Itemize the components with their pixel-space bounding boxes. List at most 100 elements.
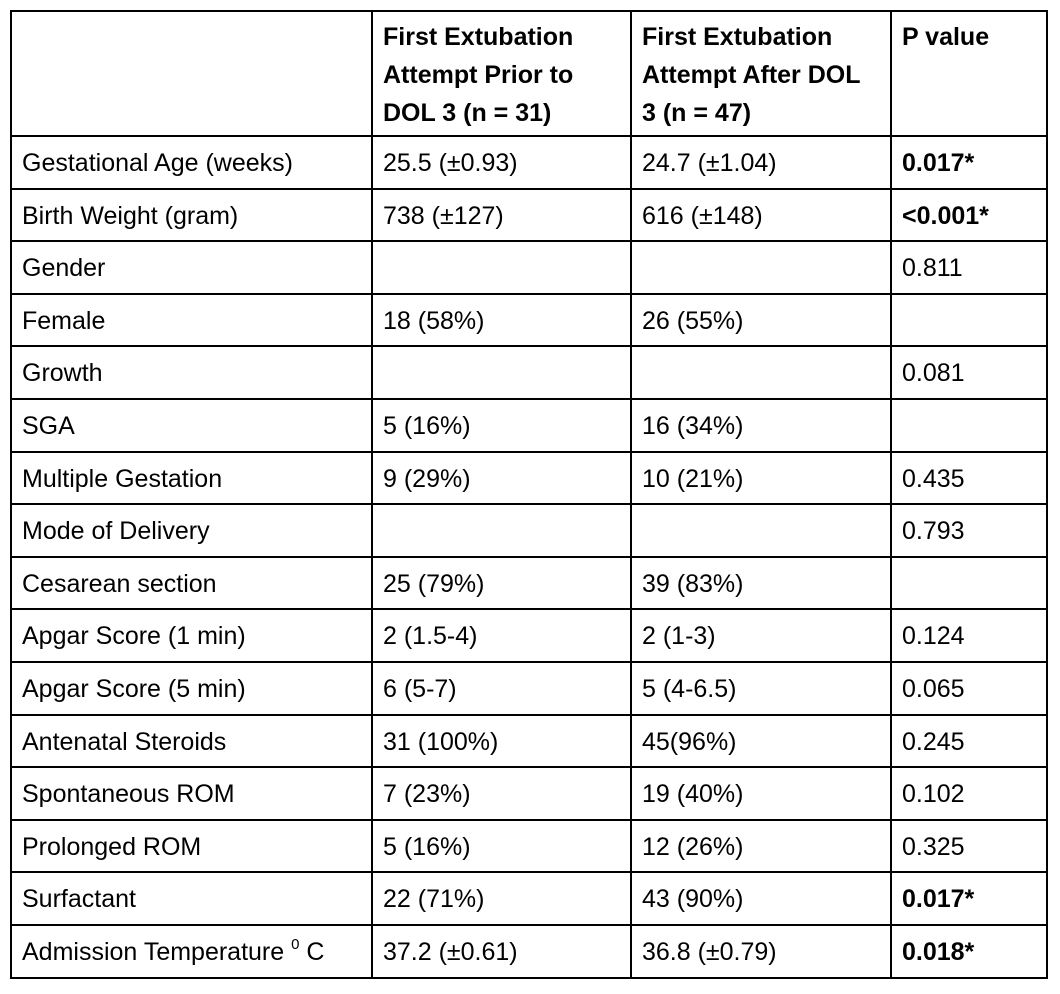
row-label: Birth Weight (gram) [10, 187, 373, 243]
cell-after-dol3: 16 (34%) [630, 397, 892, 453]
row-label: Cesarean section [10, 555, 373, 611]
cell-p-value [890, 397, 1048, 453]
table-row: Mode of Delivery 0.793 [10, 503, 1048, 558]
row-label: Apgar Score (5 min) [10, 660, 373, 716]
cell-prior-dol3: 738 (±127) [371, 187, 632, 243]
cell-prior-dol3: 2 (1.5-4) [371, 608, 632, 663]
cell-p-value: 0.435 [890, 450, 1048, 506]
cell-after-dol3: 43 (90%) [630, 871, 892, 926]
cell-p-value: 0.793 [890, 503, 1048, 558]
cell-prior-dol3: 5 (16%) [371, 818, 632, 874]
row-label-text: Antenatal Steroids [22, 727, 227, 756]
degree-superscript: 0 [291, 935, 300, 953]
row-label: Multiple Gestation [10, 450, 373, 506]
unit-suffix: C [306, 937, 325, 966]
table-row: Surfactant 22 (71%) 43 (90%) 0.017* [10, 871, 1048, 926]
cell-after-dol3: 36.8 (±0.79) [630, 923, 892, 979]
cell-after-dol3: 19 (40%) [630, 766, 892, 821]
header-after-dol3: First Extubation Attempt After DOL 3 (n … [630, 10, 892, 137]
cell-after-dol3: 2 (1-3) [630, 608, 892, 663]
table-row: SGA 5 (16%) 16 (34%) [10, 397, 1048, 453]
cell-after-dol3: 24.7 (±1.04) [630, 135, 892, 190]
cell-p-value: 0.245 [890, 713, 1048, 769]
table-row: Gender 0.811 [10, 240, 1048, 295]
row-label-text: SGA [22, 411, 75, 440]
cell-after-dol3: 5 (4-6.5) [630, 660, 892, 716]
cell-p-value: 0.811 [890, 240, 1048, 295]
cell-prior-dol3: 5 (16%) [371, 397, 632, 453]
cell-prior-dol3: 37.2 (±0.61) [371, 923, 632, 979]
row-label-text: Mode of Delivery [22, 517, 210, 546]
cell-after-dol3: 45(96%) [630, 713, 892, 769]
cell-after-dol3: 39 (83%) [630, 555, 892, 611]
cell-p-value [890, 555, 1048, 611]
cell-prior-dol3: 9 (29%) [371, 450, 632, 506]
row-label: Prolonged ROM [10, 818, 373, 874]
cell-p-value: 0.081 [890, 345, 1048, 400]
cell-prior-dol3: 7 (23%) [371, 766, 632, 821]
row-label-text: Admission Temperature [22, 937, 285, 966]
cell-prior-dol3: 25 (79%) [371, 555, 632, 611]
cell-prior-dol3 [371, 240, 632, 295]
row-label-text: Apgar Score (5 min) [22, 674, 246, 703]
row-label: Surfactant [10, 871, 373, 926]
cell-after-dol3: 616 (±148) [630, 187, 892, 243]
row-label: Female [10, 292, 373, 348]
row-label-text: Spontaneous ROM [22, 780, 235, 809]
row-label: Gestational Age (weeks) [10, 135, 373, 190]
table-header: First Extubation Attempt Prior to DOL 3 … [10, 10, 1048, 137]
header-p-value: P value [890, 10, 1048, 137]
header-row: First Extubation Attempt Prior to DOL 3 … [10, 10, 1048, 137]
row-label: SGA [10, 397, 373, 453]
table-row: Spontaneous ROM 7 (23%) 19 (40%) 0.102 [10, 766, 1048, 821]
row-label: Gender [10, 240, 373, 295]
cell-p-value: <0.001* [890, 187, 1048, 243]
table-row: Female 18 (58%) 26 (55%) [10, 292, 1048, 348]
table-row: Apgar Score (1 min) 2 (1.5-4) 2 (1-3) 0.124 [10, 608, 1048, 663]
row-label: Admission Temperature 0 C [10, 923, 373, 979]
cell-after-dol3 [630, 503, 892, 558]
cell-p-value: 0.065 [890, 660, 1048, 716]
row-label-text: Gestational Age (weeks) [22, 149, 293, 177]
row-label-text: Apgar Score (1 min) [22, 622, 246, 651]
cell-prior-dol3: 25.5 (±0.93) [371, 135, 632, 190]
table-row: Prolonged ROM 5 (16%) 12 (26%) 0.325 [10, 818, 1048, 874]
row-label-text: Multiple Gestation [22, 464, 223, 493]
row-label-text: Growth [22, 359, 103, 388]
table-row: Gestational Age (weeks) 25.5 (±0.93) 24.7 … [10, 135, 1048, 190]
row-label-text: Female [22, 306, 106, 335]
cell-p-value: 0.018* [890, 923, 1048, 979]
row-label-text: Surfactant [22, 885, 136, 914]
cell-after-dol3: 10 (21%) [630, 450, 892, 506]
comparison-table: First Extubation Attempt Prior to DOL 3 … [10, 10, 1048, 979]
cell-p-value: 0.017* [890, 135, 1048, 190]
cell-after-dol3 [630, 240, 892, 295]
row-label-text: Birth Weight (gram) [22, 201, 239, 230]
table-row: Admission Temperature 0 C 37.2 (±0.61) 36.… [10, 923, 1048, 979]
header-empty [10, 10, 373, 137]
cell-prior-dol3 [371, 503, 632, 558]
row-label: Mode of Delivery [10, 503, 373, 558]
cell-after-dol3: 26 (55%) [630, 292, 892, 348]
table-row: Cesarean section 25 (79%) 39 (83%) [10, 555, 1048, 611]
cell-p-value: 0.102 [890, 766, 1048, 821]
row-label: Spontaneous ROM [10, 766, 373, 821]
table-row: Multiple Gestation 9 (29%) 10 (21%) 0.435 [10, 450, 1048, 506]
cell-p-value: 0.124 [890, 608, 1048, 663]
cell-after-dol3 [630, 345, 892, 400]
cell-p-value [890, 292, 1048, 348]
row-label: Apgar Score (1 min) [10, 608, 373, 663]
cell-prior-dol3: 18 (58%) [371, 292, 632, 348]
cell-p-value: 0.017* [890, 871, 1048, 926]
cell-prior-dol3: 31 (100%) [371, 713, 632, 769]
row-label: Antenatal Steroids [10, 713, 373, 769]
cell-prior-dol3: 22 (71%) [371, 871, 632, 926]
table-row: Birth Weight (gram) 738 (±127) 616 (±148) <… [10, 187, 1048, 243]
table-body: Gestational Age (weeks) 25.5 (±0.93) 24.7 … [10, 135, 1048, 979]
table-row: Antenatal Steroids 31 (100%) 45(96%) 0.245 [10, 713, 1048, 769]
cell-prior-dol3 [371, 345, 632, 400]
table-row: Apgar Score (5 min) 6 (5-7) 5 (4-6.5) 0.065 [10, 660, 1048, 716]
cell-prior-dol3: 6 (5-7) [371, 660, 632, 716]
header-prior-dol3: First Extubation Attempt Prior to DOL 3 … [371, 10, 632, 137]
cell-p-value: 0.325 [890, 818, 1048, 874]
